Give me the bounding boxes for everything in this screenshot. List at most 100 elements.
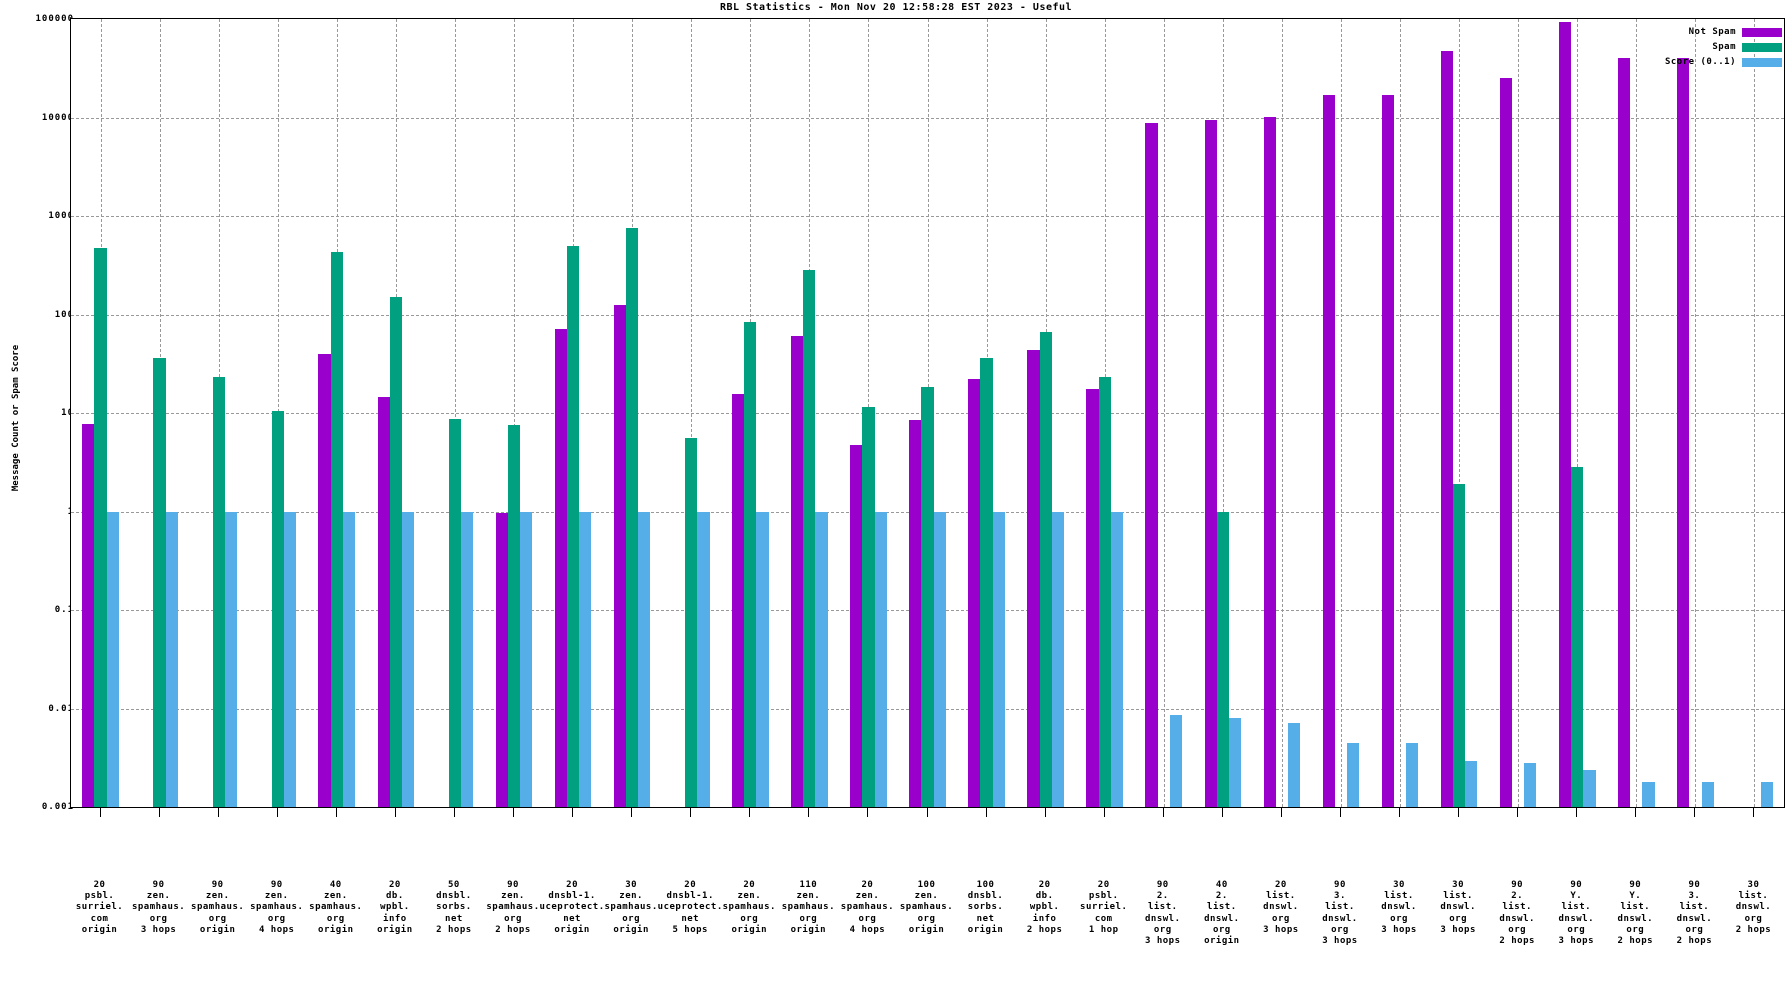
bar-spam	[1216, 512, 1229, 807]
x-axis-tick	[867, 808, 869, 817]
bar-spam	[685, 437, 698, 807]
x-axis-tick	[276, 808, 278, 817]
bar-score-0-1	[106, 511, 119, 807]
bar-score-0-1	[1465, 761, 1478, 807]
x-axis-tick	[217, 808, 219, 817]
bar-not-spam	[82, 423, 95, 807]
x-axis-tick-label: 20 zen. spamhaus. org 4 hops	[840, 880, 895, 935]
legend-item-label: Not Spam	[1688, 27, 1736, 37]
bar-not-spam	[318, 353, 331, 807]
bar-score-0-1	[1760, 781, 1773, 807]
x-axis-tick	[1162, 808, 1164, 817]
bar-score-0-1	[342, 511, 356, 807]
x-axis-tick	[631, 808, 633, 817]
x-axis-tick	[1044, 808, 1046, 817]
gridline-vertical	[1459, 19, 1461, 807]
x-axis-tick-label: 90 zen. spamhaus. org 2 hops	[486, 880, 540, 935]
bar-not-spam	[1027, 349, 1040, 807]
y-axis-tick-label: 1	[14, 507, 74, 517]
x-axis-tick	[808, 808, 810, 817]
y-axis-tick-label: 0.01	[48, 703, 74, 714]
bar-score-0-1	[992, 511, 1005, 807]
plot-area	[70, 18, 1785, 808]
bar-score-0-1	[461, 511, 474, 807]
bar-spam	[980, 358, 993, 807]
bar-score-0-1	[1347, 742, 1360, 807]
gridline-vertical	[1340, 19, 1342, 807]
x-axis-tick-label: 30 zen. spamhaus. org origin	[604, 880, 658, 935]
bar-spam	[212, 377, 225, 807]
x-axis-tick	[1103, 808, 1105, 817]
bar-not-spam	[1440, 51, 1453, 807]
x-axis-tick	[99, 808, 101, 817]
bar-not-spam	[1145, 122, 1158, 807]
legend-color-swatch	[1742, 27, 1782, 37]
x-axis-tick	[985, 808, 987, 817]
bar-score-0-1	[756, 511, 769, 807]
legend-item: Spam	[1665, 42, 1782, 52]
x-axis-tick-label: 50 dnsbl. sorbs. net 2 hops	[436, 880, 472, 935]
bar-not-spam	[613, 304, 627, 807]
x-axis-tick-label: 110 zen. spamhaus. org origin	[781, 880, 835, 935]
bar-score-0-1	[1524, 762, 1537, 807]
bar-spam	[744, 322, 757, 807]
bar-score-0-1	[1228, 718, 1242, 807]
bar-score-0-1	[874, 511, 887, 807]
x-axis-tick-label: 20 db. wpbl. info origin	[377, 880, 413, 935]
bar-score-0-1	[224, 511, 237, 807]
bar-score-0-1	[520, 511, 533, 807]
bar-spam	[271, 410, 284, 807]
gridline-vertical	[454, 19, 456, 807]
gridline-vertical	[514, 19, 516, 807]
x-axis-tick-label: 90 Y. list. dnswl. org 2 hops	[1617, 880, 1654, 947]
bar-not-spam	[1086, 389, 1099, 807]
bar-score-0-1	[401, 511, 415, 807]
bar-spam	[153, 358, 166, 807]
x-axis-tick-label: 30 list. dnswl. org 3 hops	[1440, 880, 1476, 935]
legend-item: Score (0..1)	[1665, 57, 1782, 67]
x-axis-tick-label: 90 zen. spamhaus. org 4 hops	[250, 880, 304, 935]
y-axis-tick-label: 0.1	[54, 605, 74, 615]
gridline-vertical	[1577, 19, 1579, 807]
y-axis-title: Message Count or Spam Score	[11, 344, 21, 492]
bar-not-spam	[1677, 58, 1690, 807]
legend-color-swatch	[1742, 57, 1782, 67]
x-axis-tick-label: 100 dnsbl. sorbs. net origin	[967, 880, 1004, 935]
bar-score-0-1	[283, 511, 297, 807]
y-axis-tick-label: 10000	[41, 112, 74, 123]
x-axis-tick-label: 20 zen. spamhaus. org origin	[722, 880, 776, 935]
y-axis-tick-label: 0.001	[41, 802, 74, 812]
x-axis-tick	[158, 808, 160, 817]
x-axis-tick	[513, 808, 515, 817]
y-axis-tick-label: 100	[54, 309, 74, 320]
x-axis-tick-label: 20 dnsbl-1. uceprotect. net 5 hops	[657, 880, 723, 935]
x-axis-tick	[335, 808, 337, 817]
bar-not-spam	[731, 394, 745, 807]
x-axis-tick	[1694, 808, 1696, 817]
y-axis-tick-label: 100000	[35, 14, 74, 24]
bar-spam	[330, 252, 343, 807]
legend-item: Not Spam	[1665, 27, 1782, 37]
x-axis-tick	[1458, 808, 1460, 817]
x-axis-tick	[572, 808, 574, 817]
gridline-vertical	[1281, 19, 1283, 807]
bar-spam	[921, 386, 934, 807]
bar-spam	[1453, 484, 1466, 807]
gridline-vertical	[1222, 19, 1224, 807]
bar-score-0-1	[1051, 511, 1064, 807]
bar-spam	[566, 245, 580, 807]
x-axis-tick-label: 100 zen. spamhaus. org origin	[899, 880, 954, 935]
bar-not-spam	[850, 445, 863, 807]
x-axis-tick	[749, 808, 751, 817]
bar-score-0-1	[1406, 742, 1419, 807]
bar-score-0-1	[1110, 511, 1123, 807]
bar-spam	[1098, 377, 1111, 807]
bar-score-0-1	[697, 511, 710, 807]
chart-title: RBL Statistics - Mon Nov 20 12:58:28 EST…	[719, 2, 1073, 13]
y-axis-tick-label: 1000	[48, 211, 74, 221]
x-axis-tick	[926, 808, 928, 817]
bar-score-0-1	[1288, 722, 1301, 807]
bar-spam	[1039, 332, 1052, 807]
x-axis-tick	[1753, 808, 1755, 817]
bar-spam	[507, 424, 521, 807]
